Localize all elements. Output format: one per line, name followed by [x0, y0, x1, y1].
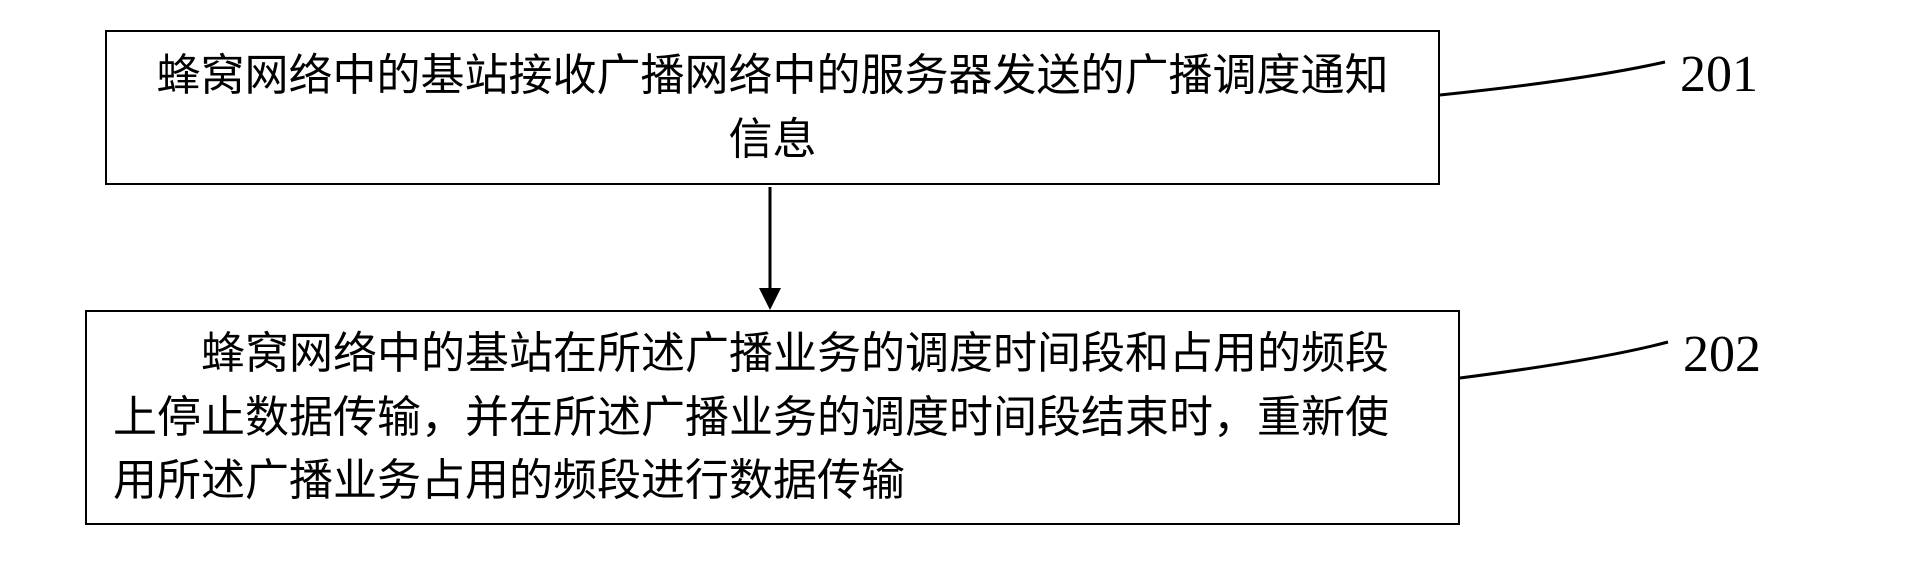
step-label-1: 201 [1680, 45, 1758, 104]
flow-node-2-text: 蜂窝网络中的基站在所述广播业务的调度时间段和占用的频段上停止数据传输，并在所述广… [87, 316, 1458, 519]
flow-node-1-text: 蜂窝网络中的基站接收广播网络中的服务器发送的广播调度通知信息 [107, 44, 1438, 172]
step-label-2: 202 [1683, 325, 1761, 384]
flow-node-1: 蜂窝网络中的基站接收广播网络中的服务器发送的广播调度通知信息 [105, 30, 1440, 185]
flowchart-canvas: 蜂窝网络中的基站接收广播网络中的服务器发送的广播调度通知信息 201 蜂窝网络中… [0, 0, 1910, 575]
flow-node-2: 蜂窝网络中的基站在所述广播业务的调度时间段和占用的频段上停止数据传输，并在所述广… [85, 310, 1460, 525]
